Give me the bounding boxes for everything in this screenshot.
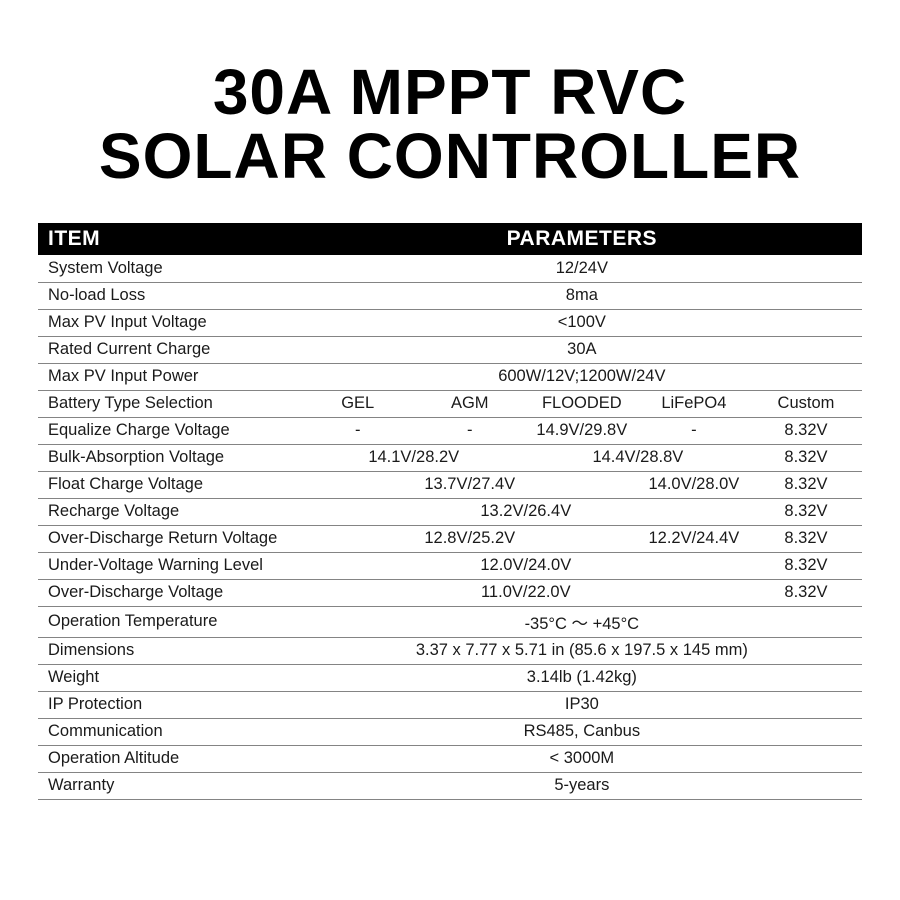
spec-table: ITEM PARAMETERS System Voltage 12/24V No…: [38, 223, 862, 800]
row-label: Battery Type Selection: [38, 390, 302, 417]
row-label: Under-Voltage Warning Level: [38, 552, 302, 579]
cell: 8.32V: [750, 579, 862, 606]
cell: FLOODED: [526, 390, 638, 417]
table-row: Dimensions 3.37 x 7.77 x 5.71 in (85.6 x…: [38, 637, 862, 664]
table-row: Bulk-Absorption Voltage 14.1V/28.2V 14.4…: [38, 444, 862, 471]
cell: 13.2V/26.4V: [302, 498, 750, 525]
row-label: Max PV Input Voltage: [38, 309, 302, 336]
row-value: 30A: [302, 336, 862, 363]
header-item: ITEM: [38, 223, 302, 255]
row-label: Warranty: [38, 772, 302, 799]
row-label: Equalize Charge Voltage: [38, 417, 302, 444]
row-label: Dimensions: [38, 637, 302, 664]
cell: 8.32V: [750, 525, 862, 552]
cell: 8.32V: [750, 552, 862, 579]
row-value: IP30: [302, 691, 862, 718]
row-label: Max PV Input Power: [38, 363, 302, 390]
cell: 14.4V/28.8V: [526, 444, 750, 471]
row-label: Float Charge Voltage: [38, 471, 302, 498]
page-title: 30A MPPT RVC SOLAR CONTROLLER: [38, 60, 862, 188]
row-label: Over-Discharge Return Voltage: [38, 525, 302, 552]
table-row: Operation Altitude < 3000M: [38, 745, 862, 772]
table-row: Operation Temperature -35°C ～ +45°C: [38, 606, 862, 637]
cell: LiFePO4: [638, 390, 750, 417]
table-row: Under-Voltage Warning Level 12.0V/24.0V …: [38, 552, 862, 579]
row-label: Operation Altitude: [38, 745, 302, 772]
table-row: Weight 3.14lb (1.42kg): [38, 664, 862, 691]
table-row: No-load Loss 8ma: [38, 282, 862, 309]
header-parameters: PARAMETERS: [302, 223, 862, 255]
cell: 14.9V/29.8V: [526, 417, 638, 444]
cell: 14.0V/28.0V: [638, 471, 750, 498]
table-row: Battery Type Selection GEL AGM FLOODED L…: [38, 390, 862, 417]
cell: 8.32V: [750, 498, 862, 525]
table-row: Equalize Charge Voltage - - 14.9V/29.8V …: [38, 417, 862, 444]
cell: 11.0V/22.0V: [302, 579, 750, 606]
row-value: <100V: [302, 309, 862, 336]
row-label: No-load Loss: [38, 282, 302, 309]
cell: 14.1V/28.2V: [302, 444, 526, 471]
cell: 8.32V: [750, 471, 862, 498]
row-value: RS485, Canbus: [302, 718, 862, 745]
table-row: Recharge Voltage 13.2V/26.4V 8.32V: [38, 498, 862, 525]
row-value: 5-years: [302, 772, 862, 799]
table-row: Over-Discharge Return Voltage 12.8V/25.2…: [38, 525, 862, 552]
cell: GEL: [302, 390, 414, 417]
cell: -: [414, 417, 526, 444]
row-label: System Voltage: [38, 255, 302, 282]
row-value: -35°C ～ +45°C: [302, 606, 862, 637]
row-label: Bulk-Absorption Voltage: [38, 444, 302, 471]
row-value: 600W/12V;1200W/24V: [302, 363, 862, 390]
cell: 12.8V/25.2V: [302, 525, 638, 552]
cell: 12.0V/24.0V: [302, 552, 750, 579]
table-row: Float Charge Voltage 13.7V/27.4V 14.0V/2…: [38, 471, 862, 498]
cell: 8.32V: [750, 417, 862, 444]
cell: Custom: [750, 390, 862, 417]
row-label: Communication: [38, 718, 302, 745]
row-label: IP Protection: [38, 691, 302, 718]
table-row: System Voltage 12/24V: [38, 255, 862, 282]
row-value: 12/24V: [302, 255, 862, 282]
row-label: Rated Current Charge: [38, 336, 302, 363]
title-line-1: 30A MPPT RVC: [213, 56, 687, 128]
row-label: Over-Discharge Voltage: [38, 579, 302, 606]
table-row: Over-Discharge Voltage 11.0V/22.0V 8.32V: [38, 579, 862, 606]
cell: AGM: [414, 390, 526, 417]
row-label: Operation Temperature: [38, 606, 302, 637]
cell: -: [638, 417, 750, 444]
table-header-row: ITEM PARAMETERS: [38, 223, 862, 255]
table-row: IP Protection IP30: [38, 691, 862, 718]
cell: -: [302, 417, 414, 444]
cell: 8.32V: [750, 444, 862, 471]
row-value: < 3000M: [302, 745, 862, 772]
table-row: Max PV Input Voltage <100V: [38, 309, 862, 336]
row-value: 3.14lb (1.42kg): [302, 664, 862, 691]
table-row: Communication RS485, Canbus: [38, 718, 862, 745]
title-line-2: SOLAR CONTROLLER: [99, 120, 801, 192]
row-value: 8ma: [302, 282, 862, 309]
cell: 12.2V/24.4V: [638, 525, 750, 552]
table-row: Warranty 5-years: [38, 772, 862, 799]
cell: 13.7V/27.4V: [302, 471, 638, 498]
row-value: 3.37 x 7.77 x 5.71 in (85.6 x 197.5 x 14…: [302, 637, 862, 664]
row-label: Weight: [38, 664, 302, 691]
row-label: Recharge Voltage: [38, 498, 302, 525]
table-row: Rated Current Charge 30A: [38, 336, 862, 363]
table-row: Max PV Input Power 600W/12V;1200W/24V: [38, 363, 862, 390]
